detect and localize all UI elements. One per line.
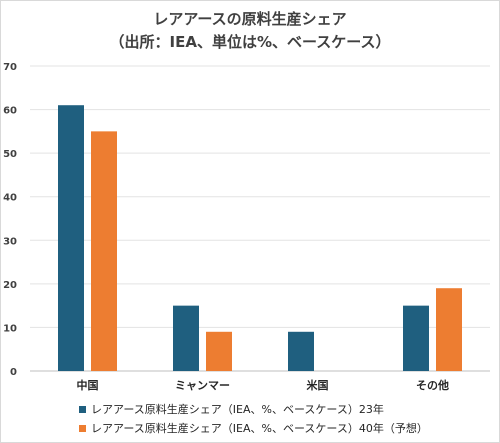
y-tick-label: 30 <box>3 236 17 247</box>
bar-40-3 <box>436 288 462 371</box>
bar-40-1 <box>206 331 232 371</box>
y-tick-label: 60 <box>3 106 17 117</box>
y-tick-label: 40 <box>3 193 17 204</box>
y-tick-label: 70 <box>3 62 17 73</box>
legend-label: レアアース原料生産シェア（IEA、%、ベースケース）23年 <box>91 402 384 416</box>
y-tick-label: 50 <box>3 149 17 160</box>
category-label: その他 <box>416 378 449 392</box>
y-tick-label: 10 <box>3 323 17 334</box>
bar-23-3 <box>403 305 429 371</box>
bars <box>58 105 462 371</box>
legend-label: レアアース原料生産シェア（IEA、%、ベースケース）40年（予想） <box>91 421 428 435</box>
bar-23-2 <box>288 331 314 371</box>
chart-title: レアアースの原料生産シェア <box>153 10 347 28</box>
category-label: 中国 <box>77 378 99 392</box>
bar-23-0 <box>58 105 84 371</box>
bar-23-1 <box>173 305 199 371</box>
bar-40-0 <box>91 131 117 371</box>
legend-swatch <box>79 406 86 413</box>
x-axis-categories: 中国 ミャンマー 米国 その他 <box>77 378 450 392</box>
legend: レアアース原料生産シェア（IEA、%、ベースケース）23年レアアース原料生産シェ… <box>79 402 428 435</box>
chart-subtitle: （出所：IEA、単位は%、ベースケース） <box>109 33 391 51</box>
y-tick-label: 0 <box>10 367 17 378</box>
category-label: 米国 <box>306 378 329 392</box>
y-tick-label: 20 <box>3 280 17 291</box>
y-axis-ticks: 0 10 20 30 40 50 60 70 <box>3 62 17 378</box>
legend-swatch <box>79 425 86 432</box>
category-label: ミャンマー <box>175 379 230 392</box>
